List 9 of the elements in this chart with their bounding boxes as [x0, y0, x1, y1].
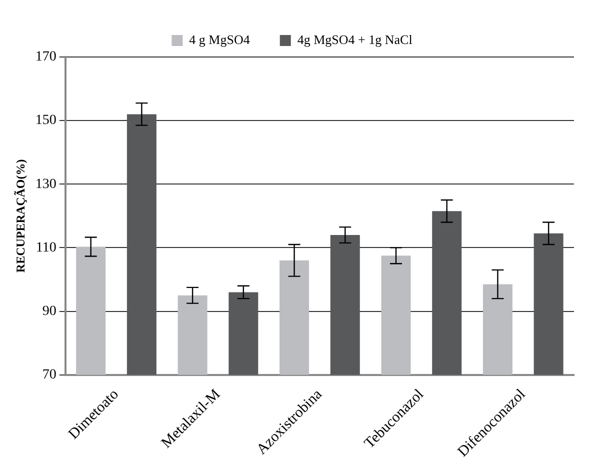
y-tick-label: 90	[42, 304, 56, 319]
y-tick-label: 170	[35, 50, 56, 65]
y-tick-label: 110	[36, 240, 56, 256]
y-tick-label: 70	[42, 368, 56, 383]
y-tick-label: 130	[35, 176, 56, 192]
y-tick-label: 150	[35, 113, 56, 128]
y-axis-title: RECUPERAÇÃO(%)	[13, 159, 28, 273]
legend-label: 4g MgSO4 + 1g NaCl	[297, 32, 413, 47]
legend-label: 4 g MgSO4	[189, 32, 250, 47]
